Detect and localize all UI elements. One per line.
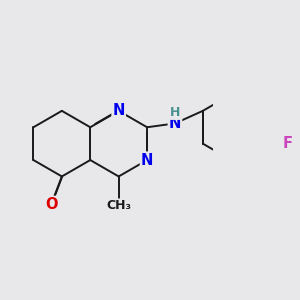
Text: CH₃: CH₃ [106, 200, 131, 212]
Text: N: N [141, 153, 153, 168]
Text: N: N [112, 103, 125, 118]
Text: F: F [283, 136, 292, 151]
Text: O: O [45, 197, 58, 212]
Text: H: H [170, 106, 180, 119]
Text: N: N [169, 116, 181, 131]
